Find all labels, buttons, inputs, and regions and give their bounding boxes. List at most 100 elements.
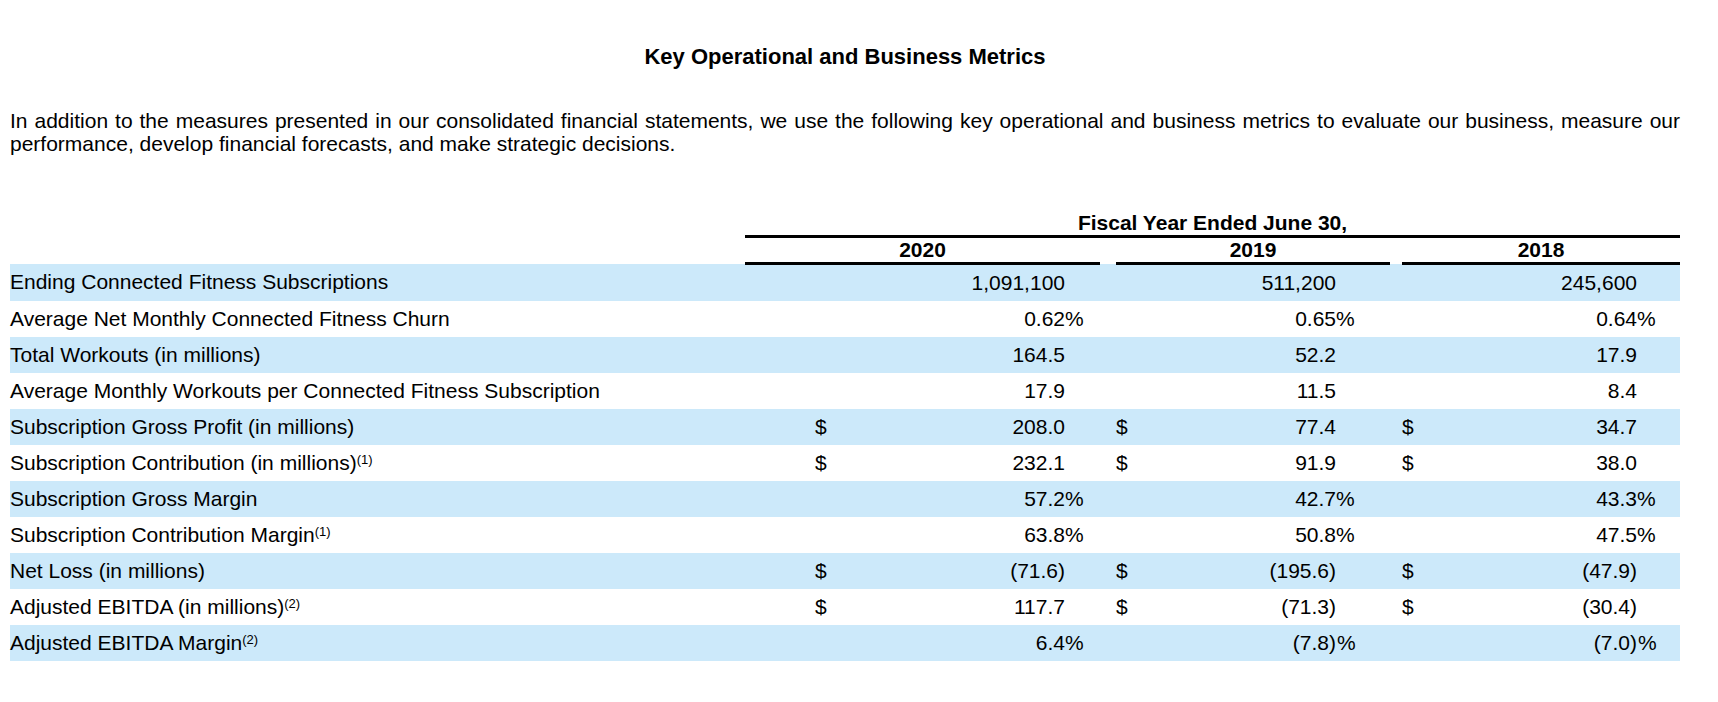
column-spacer	[745, 625, 815, 661]
dollar-sign-cell	[815, 373, 865, 409]
value-cell: 232.1	[865, 445, 1065, 481]
footnote-marker: (2)	[284, 596, 300, 611]
dollar-sign-cell: $	[815, 589, 865, 625]
dollar-sign-cell	[815, 481, 865, 517]
value-cell: (7.0)	[1457, 625, 1637, 661]
value-cell: 0.65	[1171, 301, 1336, 337]
column-gap	[1100, 264, 1116, 302]
column-gap	[1390, 237, 1402, 264]
dollar-sign-cell	[815, 264, 865, 302]
metric-label-text: Net Loss (in millions)	[10, 559, 205, 582]
metric-label-text: Subscription Contribution (in millions)	[10, 451, 357, 474]
value-cell: 47.5	[1457, 517, 1637, 553]
metric-label: Subscription Contribution Margin(1)	[10, 517, 745, 553]
dollar-sign-cell	[1116, 625, 1171, 661]
column-spacer	[745, 409, 815, 445]
metric-label: Adjusted EBITDA (in millions)(2)	[10, 589, 745, 625]
dollar-sign-cell: $	[1402, 409, 1457, 445]
percent-sign-cell	[1336, 373, 1390, 409]
header-spacer	[10, 237, 745, 264]
intro-paragraph: In addition to the measures presented in…	[10, 109, 1680, 155]
dollar-sign-cell: $	[815, 553, 865, 589]
percent-sign-cell: %	[1336, 625, 1390, 661]
value-cell: 77.4	[1171, 409, 1336, 445]
percent-sign-cell	[1065, 337, 1100, 373]
dollar-sign-cell	[1116, 481, 1171, 517]
metric-label-text: Subscription Gross Margin	[10, 487, 257, 510]
metric-label: Subscription Contribution (in millions)(…	[10, 445, 745, 481]
year-column-2020: 2020	[745, 237, 1100, 264]
dollar-sign-cell	[1116, 373, 1171, 409]
metric-label: Subscription Gross Margin	[10, 481, 745, 517]
percent-sign-cell	[1336, 264, 1390, 302]
metric-label-text: Adjusted EBITDA (in millions)	[10, 595, 284, 618]
value-cell: 57.2	[865, 481, 1065, 517]
column-gap	[1100, 237, 1116, 264]
metric-label-text: Average Net Monthly Connected Fitness Ch…	[10, 307, 450, 330]
percent-sign-cell	[1637, 553, 1680, 589]
value-cell: 0.64	[1457, 301, 1637, 337]
column-spacer	[745, 481, 815, 517]
fiscal-year-header: Fiscal Year Ended June 30,	[745, 190, 1680, 237]
dollar-sign-cell: $	[1402, 553, 1457, 589]
column-gap	[1100, 301, 1116, 337]
percent-sign-cell	[1637, 409, 1680, 445]
column-gap	[1390, 301, 1402, 337]
dollar-sign-cell	[815, 301, 865, 337]
value-cell: 1,091,100	[865, 264, 1065, 302]
value-cell: (71.6)	[865, 553, 1065, 589]
percent-sign-cell	[1336, 337, 1390, 373]
table-row: Average Net Monthly Connected Fitness Ch…	[10, 301, 1680, 337]
year-column-2019: 2019	[1116, 237, 1390, 264]
metric-label: Adjusted EBITDA Margin(2)	[10, 625, 745, 661]
dollar-sign-cell: $	[815, 445, 865, 481]
column-gap	[1100, 625, 1116, 661]
dollar-sign-cell: $	[1402, 445, 1457, 481]
value-cell: 91.9	[1171, 445, 1336, 481]
percent-sign-cell: %	[1637, 481, 1680, 517]
value-cell: 17.9	[865, 373, 1065, 409]
table-row: Adjusted EBITDA (in millions)(2)$117.7$(…	[10, 589, 1680, 625]
metric-label-text: Subscription Gross Profit (in millions)	[10, 415, 354, 438]
column-spacer	[745, 517, 815, 553]
dollar-sign-cell	[1116, 517, 1171, 553]
column-spacer	[745, 337, 815, 373]
value-cell: 38.0	[1457, 445, 1637, 481]
column-spacer	[745, 301, 815, 337]
value-cell: 6.4	[865, 625, 1065, 661]
dollar-sign-cell	[1402, 264, 1457, 302]
metric-label: Subscription Gross Profit (in millions)	[10, 409, 745, 445]
dollar-sign-cell	[1402, 301, 1457, 337]
percent-sign-cell	[1065, 445, 1100, 481]
column-gap	[1100, 589, 1116, 625]
percent-sign-cell	[1637, 373, 1680, 409]
value-cell: 511,200	[1171, 264, 1336, 302]
column-gap	[1100, 445, 1116, 481]
percent-sign-cell	[1637, 589, 1680, 625]
header-spacer	[10, 190, 745, 237]
column-gap	[1100, 481, 1116, 517]
column-gap	[1390, 373, 1402, 409]
table-row: Subscription Gross Profit (in millions) $…	[10, 409, 1680, 445]
percent-sign-cell	[1065, 409, 1100, 445]
percent-sign-cell	[1065, 373, 1100, 409]
column-spacer	[745, 264, 815, 302]
percent-sign-cell	[1336, 445, 1390, 481]
dollar-sign-cell: $	[1116, 589, 1171, 625]
metric-label-text: Ending Connected Fitness Subscriptions	[10, 270, 388, 293]
fiscal-year-header-row: Fiscal Year Ended June 30,	[10, 190, 1680, 237]
metric-label-text: Average Monthly Workouts per Connected F…	[10, 379, 600, 402]
table-row: Adjusted EBITDA Margin(2)6.4%(7.8)%(7.0)…	[10, 625, 1680, 661]
dollar-sign-cell	[1116, 337, 1171, 373]
value-cell: 164.5	[865, 337, 1065, 373]
value-cell: 17.9	[1457, 337, 1637, 373]
dollar-sign-cell	[1402, 481, 1457, 517]
metric-label-text: Adjusted EBITDA Margin	[10, 631, 242, 654]
metric-label: Average Monthly Workouts per Connected F…	[10, 373, 745, 409]
footnote-marker: (1)	[315, 524, 331, 539]
value-cell: (195.6)	[1171, 553, 1336, 589]
table-row: Total Workouts (in millions)164.552.217.…	[10, 337, 1680, 373]
percent-sign-cell	[1336, 553, 1390, 589]
value-cell: (71.3)	[1171, 589, 1336, 625]
value-cell: 50.8	[1171, 517, 1336, 553]
